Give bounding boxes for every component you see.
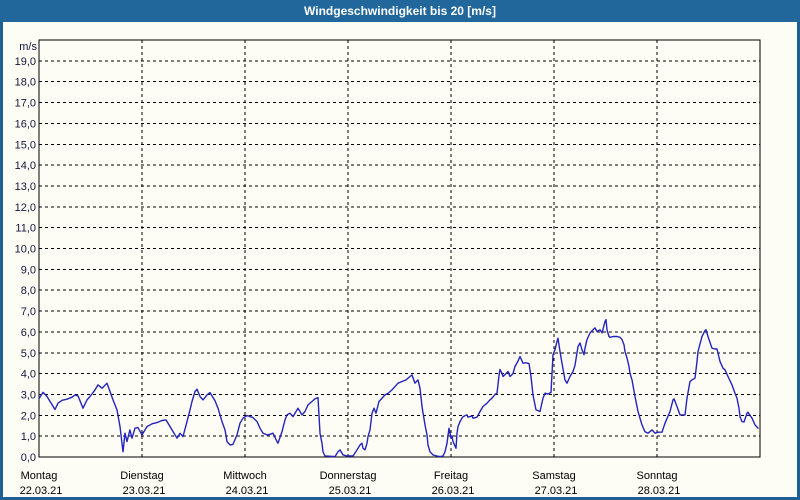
y-tick-label: 18,0 bbox=[15, 77, 36, 89]
plot-border bbox=[38, 39, 761, 458]
date-label: 26.03.21 bbox=[432, 485, 475, 497]
y-tick-label: 10,0 bbox=[15, 244, 36, 256]
y-tick-label: 16,0 bbox=[15, 118, 36, 130]
day-label: Samstag bbox=[532, 470, 575, 482]
window-title-bar: Windgeschwindigkeit bis 20 [m/s] bbox=[0, 0, 800, 22]
y-tick-label: 11,0 bbox=[15, 223, 36, 235]
y-tick-label: 12,0 bbox=[15, 202, 36, 214]
y-tick-label: 8,0 bbox=[21, 285, 36, 297]
date-label: 28.03.21 bbox=[638, 485, 681, 497]
y-tick-label: 19,0 bbox=[15, 56, 36, 68]
window-border-left bbox=[0, 22, 3, 500]
window-border-bottom bbox=[0, 497, 800, 500]
day-label: Freitag bbox=[434, 470, 468, 482]
y-axis-unit-label: m/s bbox=[19, 41, 37, 53]
date-label: 27.03.21 bbox=[535, 485, 578, 497]
y-tick-label: 9,0 bbox=[21, 264, 36, 276]
date-label: 25.03.21 bbox=[329, 485, 372, 497]
y-tick-label: 15,0 bbox=[15, 139, 36, 151]
date-label: 24.03.21 bbox=[226, 485, 269, 497]
y-tick-label: 4,0 bbox=[21, 369, 36, 381]
y-tick-label: 1,0 bbox=[21, 431, 36, 443]
day-label: Sonntag bbox=[637, 470, 678, 482]
day-label: Montag bbox=[21, 470, 58, 482]
window-border-right bbox=[797, 22, 800, 500]
date-label: 23.03.21 bbox=[123, 485, 166, 497]
y-tick-label: 6,0 bbox=[21, 327, 36, 339]
y-tick-label: 7,0 bbox=[21, 306, 36, 318]
day-label: Mittwoch bbox=[223, 470, 266, 482]
date-label: 22.03.21 bbox=[20, 485, 63, 497]
y-tick-label: 14,0 bbox=[15, 160, 36, 172]
y-tick-label: 13,0 bbox=[15, 181, 36, 193]
y-tick-label: 17,0 bbox=[15, 98, 36, 110]
y-tick-label: 0,0 bbox=[21, 452, 36, 464]
wind-speed-line bbox=[38, 318, 759, 458]
y-tick-label: 5,0 bbox=[21, 348, 36, 360]
day-label: Donnerstag bbox=[320, 470, 377, 482]
window-title: Windgeschwindigkeit bis 20 [m/s] bbox=[304, 4, 496, 18]
day-label: Dienstag bbox=[120, 470, 163, 482]
y-tick-label: 3,0 bbox=[21, 389, 36, 401]
y-tick-label: 2,0 bbox=[21, 410, 36, 422]
